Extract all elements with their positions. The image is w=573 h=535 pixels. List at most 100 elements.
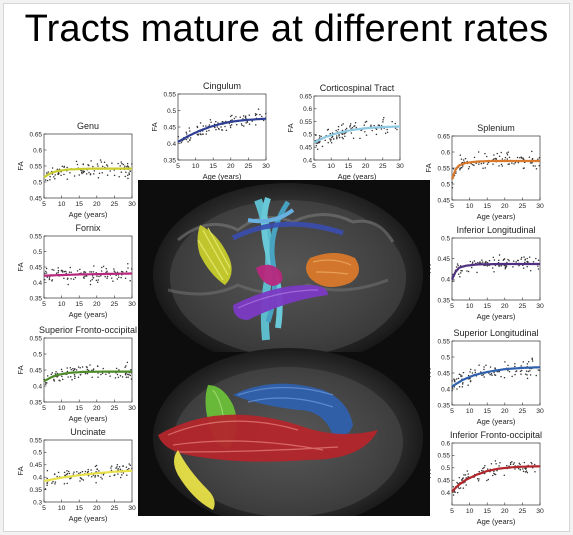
scatter-point xyxy=(456,481,458,484)
scatter-point xyxy=(507,258,509,261)
x-tick-label: 25 xyxy=(111,201,119,208)
y-axis-label: FA xyxy=(424,163,433,172)
scatter-point xyxy=(451,280,454,282)
scatter-point xyxy=(104,275,106,278)
scatter-point xyxy=(127,177,129,180)
plot-title: Genu xyxy=(77,121,99,131)
scatter-point xyxy=(230,124,233,126)
scatter-point xyxy=(331,136,333,139)
scatter-point xyxy=(196,126,199,129)
scatter-point xyxy=(517,467,520,470)
scatter-point xyxy=(90,469,92,471)
scatter-point xyxy=(224,125,226,128)
scatter-point xyxy=(53,378,55,381)
plot-axes xyxy=(43,235,133,299)
x-tick-label: 30 xyxy=(536,303,544,310)
scatter-point xyxy=(341,136,343,139)
y-tick-label: 0.5 xyxy=(303,132,312,139)
scatter-point xyxy=(382,121,384,123)
scatter-point xyxy=(118,369,120,371)
tract-inferior-fronto-occipital xyxy=(158,414,378,462)
scatter-point xyxy=(78,472,80,475)
fit-curve xyxy=(451,366,541,388)
scatter-point xyxy=(66,367,69,369)
scatter-point xyxy=(48,277,51,279)
scatter-point xyxy=(329,138,331,140)
scatter-point xyxy=(119,375,122,377)
scatter-point xyxy=(46,477,48,480)
scatter-point xyxy=(63,471,66,474)
scatter-point xyxy=(130,378,133,380)
tract-inferior-longitudinal xyxy=(233,285,328,320)
y-tick-label: 0.4 xyxy=(33,383,42,390)
scatter-point xyxy=(526,265,528,268)
scatter-point xyxy=(538,164,541,167)
scatter-point xyxy=(101,165,104,168)
scatter-point xyxy=(481,261,484,263)
scatter-point xyxy=(451,181,453,184)
scatter-point xyxy=(469,260,472,263)
scatter-point xyxy=(127,166,130,168)
scatter-point xyxy=(491,267,494,269)
scatter-point xyxy=(318,137,321,139)
plot-corticospinal: Corticospinal Tract 5 10 15 20 25 30 0.4 0.45 0.5… xyxy=(286,83,404,181)
scatter-point xyxy=(331,135,334,138)
scatter-point xyxy=(51,482,53,484)
scatter-point xyxy=(493,374,496,376)
scatter-point xyxy=(535,168,538,170)
scatter-point xyxy=(514,373,516,376)
scatter-point xyxy=(386,131,389,134)
scatter-point xyxy=(60,368,63,371)
y-tick-label: 0.45 xyxy=(438,197,451,204)
brain-top-panel xyxy=(138,180,430,367)
scatter-point xyxy=(122,472,125,474)
scatter-point xyxy=(189,137,192,139)
scatter-point xyxy=(125,365,127,367)
x-tick-label: 20 xyxy=(93,505,101,512)
scatter-point xyxy=(491,374,493,377)
scatter-point xyxy=(453,378,455,380)
scatter-point xyxy=(513,163,515,165)
scatter-point xyxy=(117,376,120,379)
scatter-point xyxy=(486,265,488,267)
scatter-point xyxy=(469,380,472,383)
y-tick-label: 0.4 xyxy=(441,277,450,284)
scatter-point xyxy=(69,477,71,480)
scatter-point xyxy=(116,278,119,280)
scatter-point xyxy=(254,114,257,117)
scatter-point xyxy=(538,156,541,159)
scatter-point xyxy=(500,163,503,166)
scatter-point xyxy=(98,172,101,174)
scatter-point xyxy=(239,116,241,119)
scatter-point xyxy=(255,124,257,126)
scatter-point xyxy=(125,171,127,173)
scatter-point xyxy=(343,133,345,135)
scatter-point xyxy=(537,268,540,270)
scatter-point xyxy=(102,265,105,268)
scatter-point xyxy=(451,186,454,189)
brain-tractography-image xyxy=(138,180,430,516)
scatter-point xyxy=(523,256,525,258)
scatter-point xyxy=(244,115,247,117)
scatter-point xyxy=(494,367,496,369)
scatter-point xyxy=(509,463,512,466)
scatter-point xyxy=(80,171,83,174)
scatter-point xyxy=(76,163,79,166)
scatter-point xyxy=(326,129,329,131)
scatter-point xyxy=(117,162,119,165)
scatter-point xyxy=(47,171,50,173)
scatter-point xyxy=(63,270,66,273)
scatter-point xyxy=(128,172,130,174)
y-tick-label: 0.5 xyxy=(167,108,176,115)
scatter-point xyxy=(512,463,515,465)
scatter-point xyxy=(103,161,106,164)
scatter-point xyxy=(127,263,129,265)
scatter-point xyxy=(478,470,480,473)
scatter-point xyxy=(471,372,474,374)
scatter-point xyxy=(45,381,47,384)
scatter-point xyxy=(519,468,522,471)
scatter-point xyxy=(53,473,56,476)
scatter-point xyxy=(87,468,89,471)
fit-curve xyxy=(43,370,132,383)
scatter-point xyxy=(43,278,46,281)
